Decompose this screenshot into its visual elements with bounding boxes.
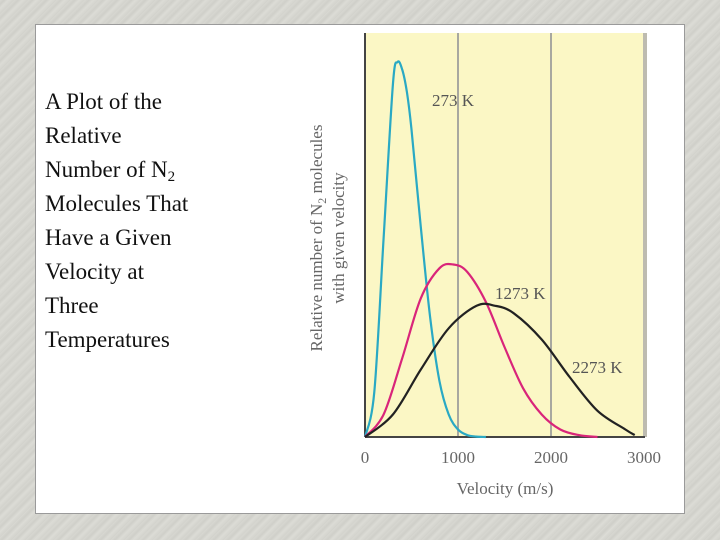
slide-caption: A Plot of the Relative Number of N2 Mole… — [45, 85, 245, 357]
caption-line-6: Velocity at — [45, 259, 144, 284]
x-tick-group: 0 1000 2000 3000 — [361, 448, 661, 467]
caption-line-2: Relative — [45, 123, 122, 148]
y-axis-label-line-1: Relative number of N2 molecules — [307, 125, 329, 352]
series-line-273-k — [363, 60, 486, 439]
series-label-2273-k: 2273 K — [572, 358, 623, 377]
y-axis-label-subscript: 2 — [315, 198, 329, 204]
series-label-273-k: 273 K — [432, 91, 475, 110]
plot-shadow — [643, 33, 647, 437]
caption-line-1: A Plot of the — [45, 89, 162, 114]
plot-background — [365, 33, 643, 437]
series-line-2273-k — [364, 302, 636, 438]
series-line-1273-k — [364, 262, 598, 439]
caption-line-5: Have a Given — [45, 225, 172, 250]
caption-line-8: Temperatures — [45, 327, 170, 352]
x-tick-label-3000: 3000 — [627, 448, 661, 467]
series-group — [363, 60, 636, 439]
x-tick-label-1000: 1000 — [441, 448, 475, 467]
y-axis-label-line-1-pre: Relative number of N — [307, 204, 326, 352]
series-label-1273-k: 1273 K — [495, 284, 546, 303]
y-axis-label-line-1-post: molecules — [307, 125, 326, 198]
caption-line-7: Three — [45, 293, 99, 318]
caption-line-4: Molecules That — [45, 191, 189, 216]
x-axis-label: Velocity (m/s) — [457, 479, 554, 498]
x-tick-label-2000: 2000 — [534, 448, 568, 467]
y-axis-label: Relative number of N2 molecules with giv… — [307, 125, 348, 352]
caption-subscript: 2 — [167, 169, 176, 185]
x-tick-label-0: 0 — [361, 448, 370, 467]
y-axis-label-line-2: with given velocity — [329, 172, 348, 304]
caption-line-3: Number of N2 — [45, 153, 245, 187]
series-label-group: 273 K 1273 K 2273 K — [432, 91, 623, 377]
caption-line-3-text: Number of N — [45, 157, 168, 182]
